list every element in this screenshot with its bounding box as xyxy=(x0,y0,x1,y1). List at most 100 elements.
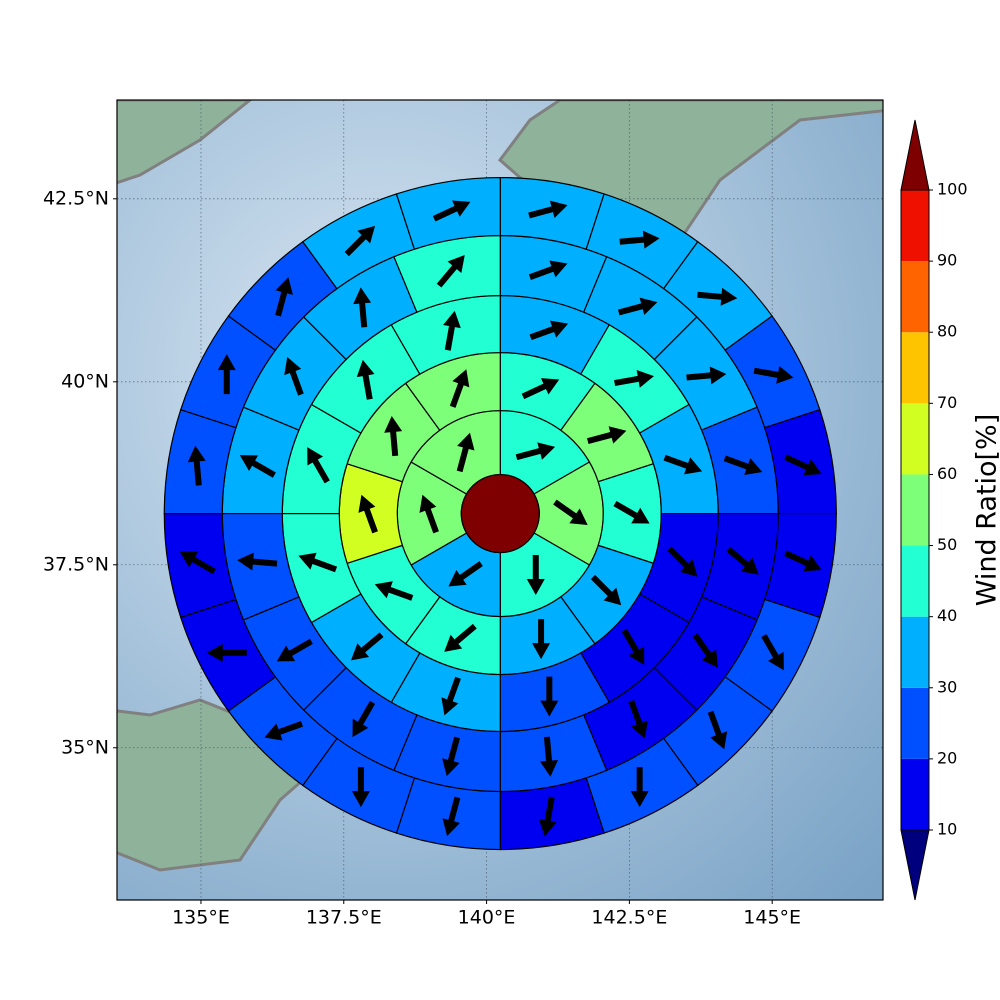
colorbar-band xyxy=(901,332,929,404)
axis-ticks: 135°E 137.5°E 140°E 142.5°E 145°E 35°N 37.5°N 4… xyxy=(43,187,801,928)
wind-arrow xyxy=(441,676,461,716)
wind-arrow xyxy=(692,633,718,668)
colorbar-tick-label: 20 xyxy=(937,748,957,767)
colorbar-tick-label: 100 xyxy=(937,180,968,199)
map-frame xyxy=(116,99,884,901)
wind-arrow xyxy=(352,700,376,738)
wind-arrow xyxy=(697,287,738,306)
colorbar-frame xyxy=(900,189,930,831)
wind-arrow xyxy=(617,297,658,316)
wind-arrow xyxy=(344,225,376,257)
wind-arrow xyxy=(526,555,545,596)
wind-arrow xyxy=(419,494,439,534)
wind-arrow xyxy=(187,445,206,486)
wind-arrow xyxy=(726,546,759,575)
wind-arrow xyxy=(356,359,375,400)
wind-arrow xyxy=(553,499,588,526)
wind-arrow xyxy=(528,200,568,219)
x-tick-label: 145°E xyxy=(743,907,801,929)
colorbar-tick-label: 50 xyxy=(937,535,957,554)
wind-arrow xyxy=(384,416,403,457)
colorbar-tick-label: 90 xyxy=(937,251,957,270)
wind-arrow xyxy=(448,561,483,587)
wind-arrow xyxy=(515,442,556,461)
wind-arrow xyxy=(784,550,822,572)
x-tick-label: 140°E xyxy=(458,907,516,929)
wind-arrow xyxy=(630,767,649,808)
wind-arrow xyxy=(449,369,470,408)
colorbar-band xyxy=(901,616,929,688)
wind-arrow xyxy=(621,628,645,665)
wind-arrow xyxy=(444,623,477,652)
colorbar-tick-label: 30 xyxy=(937,677,957,696)
wind-arrow xyxy=(442,796,461,837)
wind-arrow xyxy=(179,551,216,575)
wind-arrow xyxy=(532,619,551,660)
wind-arrow xyxy=(353,287,372,328)
wind-arrow xyxy=(442,736,460,777)
wind-arrow xyxy=(707,710,728,750)
wind-arrow xyxy=(284,356,304,396)
y-tick-label: 40°N xyxy=(61,370,109,392)
colorbar-band xyxy=(901,545,929,617)
wind-arrow xyxy=(350,632,384,661)
y-tick-label: 37.5°N xyxy=(43,553,109,575)
colorbar-under xyxy=(900,829,930,901)
wind-arrow xyxy=(237,552,278,571)
center-circle xyxy=(460,473,540,554)
wind-arrow xyxy=(667,546,698,577)
x-tick-label: 142.5°E xyxy=(591,907,667,929)
colorbar-band xyxy=(901,261,929,333)
wind-arrow xyxy=(264,720,304,741)
wind-arrow xyxy=(663,454,703,475)
colorbar-band xyxy=(901,758,929,830)
wind-arrow xyxy=(443,310,461,351)
colorbar-over xyxy=(900,119,930,191)
y-tick-label: 42.5°N xyxy=(43,187,109,209)
colorbar-band xyxy=(901,687,929,759)
colorbar-tick-label: 80 xyxy=(937,322,957,341)
wind-arrow xyxy=(761,634,784,671)
arrows xyxy=(179,200,822,837)
colorbar-label: Wind Ratio[%] xyxy=(972,414,1000,606)
colorbar: 10 20 30 40 50 60 70 80 90 100 xyxy=(900,119,968,901)
wind-arrow xyxy=(298,552,338,573)
wind-arrow xyxy=(686,366,727,385)
wind-arrow xyxy=(538,796,557,837)
colorbar-band xyxy=(901,190,929,262)
wind-arrow xyxy=(613,500,650,524)
wind-arrow xyxy=(540,736,558,777)
wind-arrow xyxy=(206,643,247,662)
wind-arrow xyxy=(276,638,313,662)
colorbar-band xyxy=(901,474,929,546)
x-tick-label: 137.5°E xyxy=(306,907,382,929)
wind-arrow xyxy=(217,354,236,395)
colorbar-tick-label: 60 xyxy=(937,464,957,483)
wind-arrow xyxy=(239,455,276,478)
wind-arrow xyxy=(586,426,627,445)
wind-arrow xyxy=(619,230,660,249)
colorbar-tick-label: 70 xyxy=(937,393,957,412)
wind-arrow xyxy=(374,581,414,601)
x-tick-label: 135°E xyxy=(172,907,230,929)
wind-arrow xyxy=(628,699,648,739)
colorbar-band xyxy=(901,403,929,475)
wind-arrow xyxy=(432,200,471,222)
wind-arrow xyxy=(307,447,330,484)
land xyxy=(117,100,253,185)
wind-arrow xyxy=(436,254,465,288)
wind-arrow xyxy=(590,574,622,606)
wind-arrow xyxy=(528,260,568,280)
wind-arrow xyxy=(521,378,560,400)
wind-arrow xyxy=(358,494,378,534)
colorbar-tick-label: 10 xyxy=(937,820,957,839)
sectors xyxy=(163,176,837,851)
wind-arrow xyxy=(614,369,654,388)
wind-arrow xyxy=(275,277,293,317)
wind-arrow xyxy=(540,676,559,717)
wind-arrow xyxy=(529,320,569,341)
wind-arrow xyxy=(784,454,822,476)
y-tick-label: 35°N xyxy=(61,736,109,758)
wind-arrow xyxy=(723,455,763,475)
